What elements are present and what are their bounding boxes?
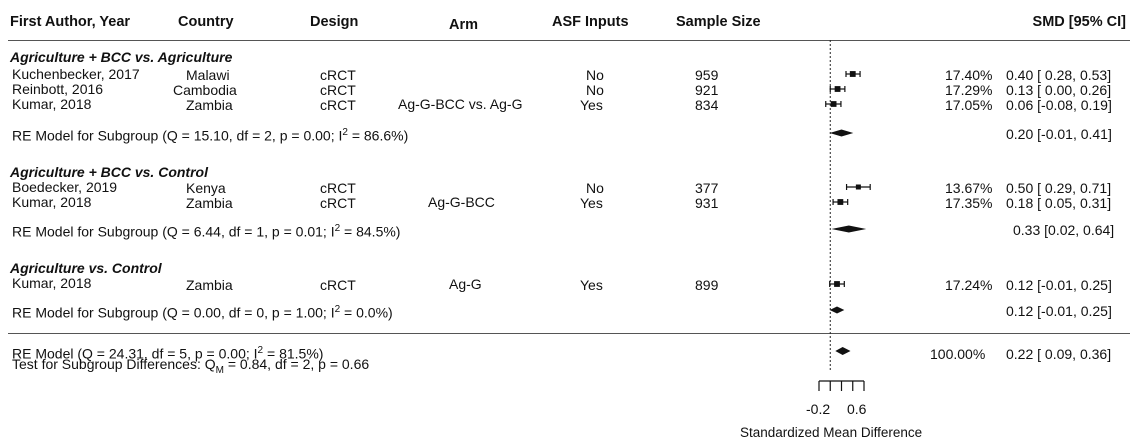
group-title: Agriculture + BCC vs. Control [10, 164, 208, 180]
study-ci: 0.12 [-0.01, 0.25] [1006, 277, 1112, 293]
header-sample-size: Sample Size [676, 14, 761, 30]
study-sample-size: 377 [695, 180, 719, 196]
header-author: First Author, Year [10, 14, 131, 30]
study-sample-size: 959 [695, 67, 719, 83]
study-weight: 17.40% [945, 67, 993, 83]
study-point-square [834, 281, 840, 287]
study-weight: 17.05% [945, 97, 993, 113]
header-design: Design [310, 14, 359, 30]
overall-label: RE Model (Q = 24.31, df = 5, p = 0.00; I… [12, 345, 324, 362]
study-author: Kumar, 2018 [12, 194, 92, 210]
subgroup-label: RE Model for Subgroup (Q = 0.00, df = 0,… [12, 304, 393, 321]
study-ci: 0.06 [-0.08, 0.19] [1006, 97, 1112, 113]
overall-weight: 100.00% [930, 346, 986, 362]
study-asf: Yes [580, 277, 603, 293]
study-weight: 17.24% [945, 277, 993, 293]
subgroup-diamond [829, 306, 845, 314]
subgroup-ci: 0.12 [-0.01, 0.25] [1006, 303, 1112, 319]
overall-ci: 0.22 [ 0.09, 0.36] [1006, 346, 1112, 362]
subgroup-ci: 0.33 [0.02, 0.64] [1013, 222, 1115, 238]
study-asf: No [586, 82, 604, 98]
study-country: Cambodia [173, 82, 237, 98]
study-country: Zambia [186, 97, 233, 113]
study-country: Kenya [186, 180, 226, 196]
study-author: Kumar, 2018 [12, 275, 92, 291]
study-point-square [855, 184, 861, 190]
study-point-square [834, 86, 841, 92]
study-design: cRCT [320, 97, 356, 113]
study-country: Zambia [186, 277, 233, 293]
study-author: Kuchenbecker, 2017 [12, 66, 140, 82]
study-design: cRCT [320, 180, 356, 196]
study-design: cRCT [320, 195, 356, 211]
study-design: cRCT [320, 67, 356, 83]
study-arm: Ag-G-BCC [428, 194, 495, 210]
study-arm: Ag-G-BCC vs. Ag-G [398, 96, 523, 112]
x-axis-label: Standardized Mean Difference [740, 425, 923, 440]
study-weight: 17.29% [945, 82, 993, 98]
x-tick-label: -0.2 [806, 401, 831, 417]
study-asf: No [586, 180, 604, 196]
study-country: Zambia [186, 195, 233, 211]
study-point-square [837, 199, 844, 205]
study-weight: 13.67% [945, 180, 993, 196]
study-sample-size: 899 [695, 277, 719, 293]
study-asf: Yes [580, 97, 603, 113]
subgroup-label: RE Model for Subgroup (Q = 6.44, df = 1,… [12, 223, 401, 240]
header-country: Country [178, 14, 234, 30]
x-tick-label: 0.6 [847, 401, 867, 417]
study-author: Boedecker, 2019 [12, 179, 118, 195]
header-arm: Arm [449, 17, 479, 33]
study-asf: No [586, 67, 604, 83]
study-point-square [849, 71, 856, 77]
study-sample-size: 921 [695, 82, 719, 98]
subgroup-ci: 0.20 [-0.01, 0.41] [1006, 126, 1112, 142]
study-asf: Yes [580, 195, 603, 211]
study-ci: 0.40 [ 0.28, 0.53] [1006, 67, 1112, 83]
study-design: cRCT [320, 82, 356, 98]
study-sample-size: 834 [695, 97, 719, 113]
subgroup-label: RE Model for Subgroup (Q = 15.10, df = 2… [12, 127, 409, 144]
study-arm: Ag-G [449, 276, 482, 292]
header-asf: ASF Inputs [552, 14, 629, 30]
test-subgroup-differences: Test for Subgroup Differences: QM = 0.84… [12, 356, 370, 376]
study-ci: 0.50 [ 0.29, 0.71] [1006, 180, 1112, 196]
overall-diamond [835, 347, 851, 355]
study-design: cRCT [320, 277, 356, 293]
header-smd: SMD [95% CI] [1032, 14, 1126, 30]
study-author: Reinbott, 2016 [12, 81, 104, 97]
subgroup-diamond [829, 129, 854, 137]
study-ci: 0.18 [ 0.05, 0.31] [1006, 195, 1112, 211]
group-title: Agriculture vs. Control [10, 260, 162, 276]
footer-rule [8, 333, 1130, 334]
study-country: Malawi [186, 67, 230, 83]
subgroup-diamond [831, 225, 867, 233]
study-weight: 17.35% [945, 195, 993, 211]
study-ci: 0.13 [ 0.00, 0.26] [1006, 82, 1112, 98]
study-point-square [830, 101, 837, 107]
study-sample-size: 931 [695, 195, 719, 211]
study-author: Kumar, 2018 [12, 96, 92, 112]
group-title: Agriculture + BCC vs. Agriculture [10, 49, 233, 65]
header-rule [8, 40, 1130, 41]
